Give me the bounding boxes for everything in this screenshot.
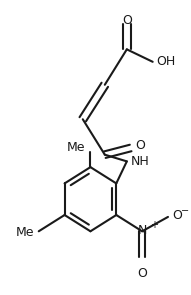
- Text: +: +: [150, 219, 158, 230]
- Text: NH: NH: [131, 155, 149, 168]
- Text: O: O: [135, 139, 145, 152]
- Text: Me: Me: [67, 142, 86, 155]
- Text: N: N: [138, 224, 147, 237]
- Text: O: O: [172, 209, 182, 222]
- Text: Me: Me: [15, 226, 34, 239]
- Text: −: −: [181, 206, 189, 216]
- Text: O: O: [122, 14, 132, 27]
- Text: O: O: [137, 267, 147, 280]
- Text: OH: OH: [156, 55, 176, 68]
